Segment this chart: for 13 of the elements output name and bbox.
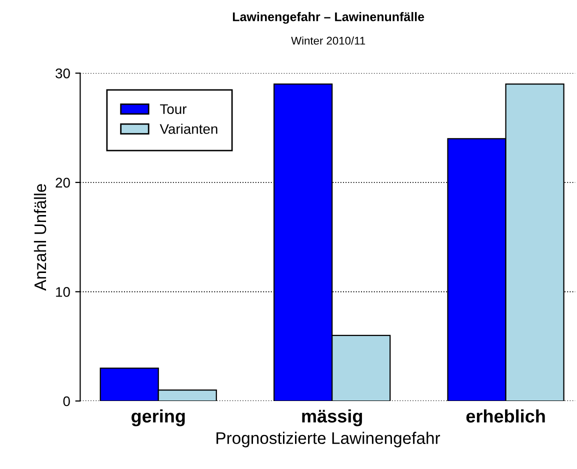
x-axis-title: Prognostizierte Lawinengefahr bbox=[216, 432, 440, 448]
legend-label: Varianten bbox=[160, 124, 218, 134]
chart-subtitle: Winter 2010/11 bbox=[291, 36, 366, 45]
x-tick-label: gering bbox=[132, 409, 185, 426]
y-tick-label: 20 bbox=[56, 178, 70, 188]
x-tick-label: mässig bbox=[302, 409, 362, 426]
chart-title: Lawinengefahr – Lawinenunfälle bbox=[232, 12, 424, 24]
x-tick-label: erheblich bbox=[466, 409, 545, 423]
y-tick-label: 30 bbox=[56, 68, 70, 78]
y-tick-label: 0 bbox=[63, 396, 70, 406]
y-tick-label: 10 bbox=[56, 287, 70, 297]
legend-label: Tour bbox=[160, 104, 187, 114]
y-axis-title: Anzahl Unfälle bbox=[34, 184, 46, 291]
